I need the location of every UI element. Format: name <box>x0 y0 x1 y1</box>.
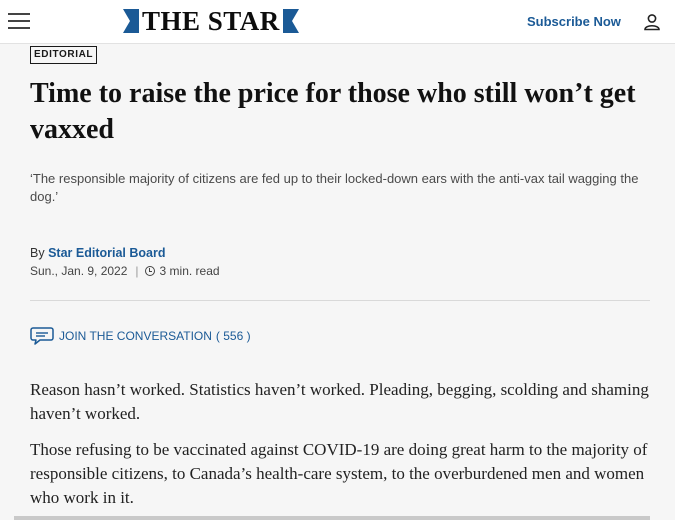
site-logo[interactable]: THE STAR <box>123 6 299 36</box>
horizontal-scrollbar[interactable] <box>14 516 650 520</box>
site-header: THE STAR Subscribe Now <box>0 0 675 44</box>
divider <box>30 300 650 301</box>
publish-date: Sun., Jan. 9, 2022 <box>30 264 128 278</box>
logo-flag-left-icon <box>123 9 139 33</box>
clock-icon <box>144 266 155 276</box>
section-badge[interactable]: EDITORIAL <box>30 46 98 64</box>
article-paragraph: Those refusing to be vaccinated against … <box>30 440 648 507</box>
article-headline: Time to raise the price for those who st… <box>30 78 636 145</box>
comment-bubble-icon <box>30 327 54 345</box>
comment-count: ( 556 ) <box>215 329 251 343</box>
join-conversation-label: JOIN THE CONVERSATION <box>59 329 212 343</box>
byline: By Star Editorial Board <box>30 246 165 260</box>
user-icon[interactable] <box>643 13 661 31</box>
article-dek: ‘The responsible majority of citizens ar… <box>30 171 639 204</box>
subscribe-button[interactable]: Subscribe Now <box>527 14 621 29</box>
read-time: 3 min. read <box>159 264 220 278</box>
logo-text: THE STAR <box>142 6 280 36</box>
author-link[interactable]: Star Editorial Board <box>48 246 166 260</box>
byline-prefix: By <box>30 246 45 260</box>
join-conversation-button[interactable]: JOIN THE CONVERSATION ( 556 ) <box>30 326 251 346</box>
meta-separator: | <box>135 264 139 278</box>
article-paragraph: Reason hasn’t worked. Statistics haven’t… <box>30 380 649 423</box>
logo-flag-right-icon <box>282 9 299 33</box>
menu-icon[interactable] <box>8 12 30 30</box>
article-meta: Sun., Jan. 9, 2022 | 3 min. read <box>30 264 220 278</box>
